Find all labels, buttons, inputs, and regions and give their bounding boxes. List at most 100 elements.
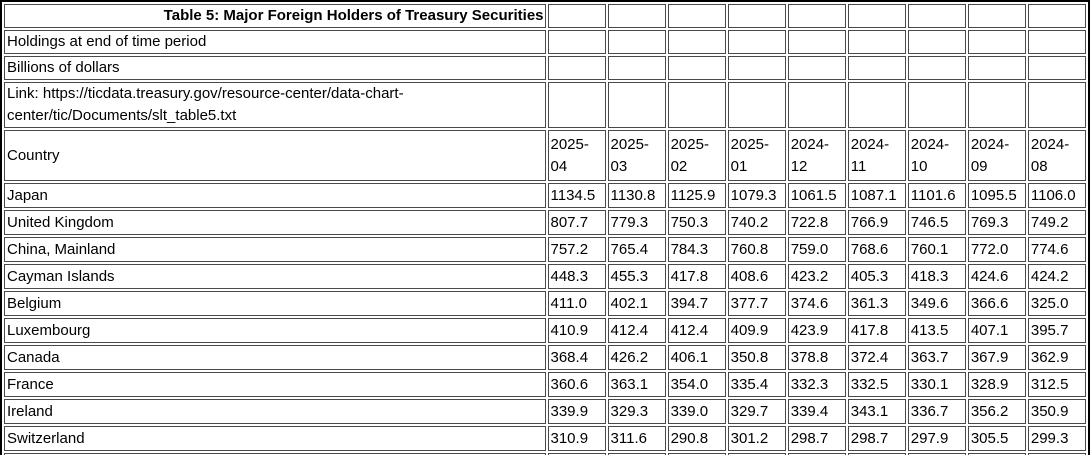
value-cell: 374.6 — [787, 291, 846, 316]
value-cell: 1087.1 — [847, 183, 906, 208]
table-row: Ireland 339.9 329.3 339.0 329.7 339.4 343.1 336… — [4, 399, 1086, 424]
value-cell: 448.3 — [547, 264, 606, 289]
value-cell: 360.6 — [547, 372, 606, 397]
table-row: Canada 368.4 426.2 406.1 350.8 378.8 372.4 363.… — [4, 345, 1086, 370]
country-cell: Canada — [4, 345, 546, 370]
value-cell: 367.9 — [967, 345, 1026, 370]
value-cell: 423.2 — [787, 264, 846, 289]
country-cell: Ireland — [4, 399, 546, 424]
table-title: Table 5: Major Foreign Holders of Treasu… — [4, 4, 546, 28]
table-row: Luxembourg 410.9 412.4 412.4 409.9 423.9 417.8… — [4, 318, 1086, 343]
table-row: Cayman Islands 448.3 455.3 417.8 408.6 423.2 4… — [4, 264, 1086, 289]
value-cell: 426.2 — [607, 345, 666, 370]
empty-cell — [607, 4, 666, 28]
value-cell: 378.8 — [787, 345, 846, 370]
empty-cell — [907, 453, 966, 455]
value-cell: 760.8 — [727, 237, 786, 262]
value-cell: 722.8 — [787, 210, 846, 235]
period-header: 2025-01 — [727, 130, 786, 181]
empty-cell — [667, 82, 726, 128]
value-cell: 412.4 — [667, 318, 726, 343]
value-cell: 407.1 — [967, 318, 1026, 343]
empty-cell — [967, 56, 1026, 80]
value-cell: 418.3 — [907, 264, 966, 289]
value-cell: 765.4 — [607, 237, 666, 262]
value-cell: 361.3 — [847, 291, 906, 316]
value-cell: 339.0 — [667, 399, 726, 424]
value-cell: 332.3 — [787, 372, 846, 397]
country-column-header: Country — [4, 130, 546, 181]
empty-cell — [847, 30, 906, 54]
value-cell: 329.3 — [607, 399, 666, 424]
value-cell: 297.9 — [907, 426, 966, 451]
country-cell: France — [4, 372, 546, 397]
value-cell: 760.1 — [907, 237, 966, 262]
value-cell: 330.1 — [907, 372, 966, 397]
value-cell: 310.9 — [547, 426, 606, 451]
empty-cell — [727, 4, 786, 28]
empty-cell — [607, 56, 666, 80]
empty-cell — [907, 30, 966, 54]
value-cell: 312.5 — [1027, 372, 1086, 397]
value-cell: 417.8 — [667, 264, 726, 289]
value-cell: 784.3 — [667, 237, 726, 262]
empty-cell — [667, 56, 726, 80]
empty-cell — [727, 30, 786, 54]
empty-cell — [847, 82, 906, 128]
link-caption-row: Link: https://ticdata.treasury.gov/resou… — [4, 82, 1086, 128]
value-cell: 356.2 — [967, 399, 1026, 424]
table-row: Japan 1134.5 1130.8 1125.9 1079.3 1061.5 1087.… — [4, 183, 1086, 208]
value-cell: 350.9 — [1027, 399, 1086, 424]
period-header: 2024-12 — [787, 130, 846, 181]
empty-cell — [547, 82, 606, 128]
country-cell: Luxembourg — [4, 318, 546, 343]
value-cell: 769.3 — [967, 210, 1026, 235]
value-cell: 329.7 — [727, 399, 786, 424]
value-cell: 343.1 — [847, 399, 906, 424]
value-cell: 350.8 — [727, 345, 786, 370]
value-cell: 779.3 — [607, 210, 666, 235]
value-cell: 290.8 — [667, 426, 726, 451]
empty-cell — [787, 56, 846, 80]
empty-cell — [667, 30, 726, 54]
empty-cell — [607, 30, 666, 54]
value-cell: 410.9 — [547, 318, 606, 343]
empty-cell — [1027, 82, 1086, 128]
value-cell: 412.4 — [607, 318, 666, 343]
empty-cell — [727, 82, 786, 128]
period-header: 2025-02 — [667, 130, 726, 181]
clipped-row — [4, 453, 1086, 455]
empty-cell — [1027, 4, 1086, 28]
empty-cell — [787, 30, 846, 54]
empty-cell — [547, 30, 606, 54]
value-cell: 335.4 — [727, 372, 786, 397]
units-caption-row: Billions of dollars — [4, 56, 1086, 80]
empty-cell — [1027, 30, 1086, 54]
value-cell: 772.0 — [967, 237, 1026, 262]
empty-cell — [4, 453, 546, 455]
value-cell: 740.2 — [727, 210, 786, 235]
value-cell: 332.5 — [847, 372, 906, 397]
table-row: China, Mainland 757.2 765.4 784.3 760.8 759.0… — [4, 237, 1086, 262]
empty-cell — [727, 56, 786, 80]
value-cell: 1106.0 — [1027, 183, 1086, 208]
value-cell: 339.4 — [787, 399, 846, 424]
units-caption: Billions of dollars — [4, 56, 546, 80]
value-cell: 402.1 — [607, 291, 666, 316]
value-cell: 394.7 — [667, 291, 726, 316]
period-header: 2025-04 — [547, 130, 606, 181]
country-cell: Cayman Islands — [4, 264, 546, 289]
value-cell: 807.7 — [547, 210, 606, 235]
table-row: Belgium 411.0 402.1 394.7 377.7 374.6 361.3 349… — [4, 291, 1086, 316]
value-cell: 746.5 — [907, 210, 966, 235]
value-cell: 423.9 — [787, 318, 846, 343]
link-caption: Link: https://ticdata.treasury.gov/resou… — [4, 82, 546, 128]
country-cell: Switzerland — [4, 426, 546, 451]
value-cell: 301.2 — [727, 426, 786, 451]
value-cell: 413.5 — [907, 318, 966, 343]
value-cell: 298.7 — [787, 426, 846, 451]
period-header: 2024-11 — [847, 130, 906, 181]
empty-cell — [727, 453, 786, 455]
